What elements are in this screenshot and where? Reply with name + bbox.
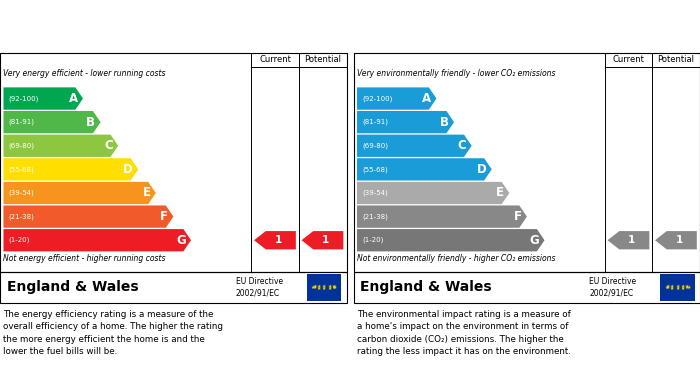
Text: Current: Current [259,56,291,65]
Polygon shape [254,231,296,249]
Text: ★: ★ [322,286,326,291]
Text: G: G [529,234,539,247]
Polygon shape [357,182,510,204]
Polygon shape [302,231,343,249]
Text: ★: ★ [685,284,690,289]
Text: (81-91): (81-91) [8,119,35,126]
Polygon shape [4,87,83,110]
Text: ★: ★ [333,285,337,290]
Text: D: D [123,163,133,176]
Text: G: G [176,234,186,247]
Bar [660,274,695,301]
Text: (92-100): (92-100) [362,95,393,102]
Text: (81-91): (81-91) [362,119,389,126]
Text: ★: ★ [670,286,674,291]
Polygon shape [4,135,118,157]
Text: (39-54): (39-54) [8,190,34,196]
Text: 1: 1 [274,235,282,245]
Text: ★: ★ [676,286,680,291]
Text: England & Wales: England & Wales [7,280,139,294]
Text: Potential: Potential [304,56,341,65]
Polygon shape [4,111,101,133]
Text: (92-100): (92-100) [8,95,39,102]
Polygon shape [4,182,156,204]
Text: A: A [422,92,431,105]
Text: F: F [514,210,522,223]
Polygon shape [357,135,472,157]
Text: (21-38): (21-38) [8,213,34,220]
Text: EU Directive
2002/91/EC: EU Directive 2002/91/EC [589,277,636,298]
Text: Current: Current [612,56,645,65]
Polygon shape [4,205,174,228]
Text: 1: 1 [676,235,683,245]
Text: ★: ★ [316,284,321,289]
Polygon shape [357,158,492,181]
Text: (21-38): (21-38) [362,213,388,220]
Text: (69-80): (69-80) [8,142,35,149]
Text: E: E [143,187,150,199]
Text: ★: ★ [328,284,332,289]
Text: ★: ★ [331,284,336,289]
Text: ★: ★ [328,286,332,291]
Text: C: C [458,139,466,152]
Text: E: E [496,187,504,199]
Polygon shape [4,229,191,251]
Text: B: B [86,116,95,129]
Text: C: C [104,139,113,152]
Text: ★: ★ [316,286,321,291]
Text: ★: ★ [311,285,315,290]
Text: ★: ★ [331,285,336,291]
Polygon shape [357,111,454,133]
Text: (1-20): (1-20) [362,237,384,244]
Text: (1-20): (1-20) [8,237,30,244]
Text: ★: ★ [685,285,690,291]
Text: Not environmentally friendly - higher CO₂ emissions: Not environmentally friendly - higher CO… [357,254,556,263]
Text: The environmental impact rating is a measure of
a home's impact on the environme: The environmental impact rating is a mea… [357,310,570,356]
Text: ★: ★ [687,285,691,290]
Text: Very environmentally friendly - lower CO₂ emissions: Very environmentally friendly - lower CO… [357,69,556,78]
Text: Not energy efficient - higher running costs: Not energy efficient - higher running co… [4,254,166,263]
Text: ★: ★ [676,284,680,289]
Text: ★: ★ [670,284,674,289]
Text: ★: ★ [322,284,326,289]
Polygon shape [655,231,696,249]
Text: A: A [69,92,78,105]
Text: ★: ★ [312,285,316,291]
Text: The energy efficiency rating is a measure of the
overall efficiency of a home. T: The energy efficiency rating is a measur… [4,310,223,356]
Polygon shape [357,229,545,251]
Text: 1: 1 [628,235,636,245]
Bar [307,274,342,301]
Text: D: D [477,163,486,176]
Text: (55-68): (55-68) [8,166,34,173]
Text: ★: ★ [666,285,670,291]
Text: EU Directive
2002/91/EC: EU Directive 2002/91/EC [236,277,283,298]
Text: Energy Efficiency Rating: Energy Efficiency Rating [7,21,169,34]
Polygon shape [608,231,650,249]
Text: ★: ★ [666,284,670,289]
Polygon shape [357,87,437,110]
Text: ★: ★ [312,284,316,289]
Text: 1: 1 [322,235,330,245]
Text: England & Wales: England & Wales [360,280,492,294]
Text: Environmental Impact (CO₂) Rating: Environmental Impact (CO₂) Rating [360,21,593,34]
Text: ★: ★ [681,286,685,291]
Text: (69-80): (69-80) [362,142,389,149]
Text: F: F [160,210,168,223]
Text: ★: ★ [664,285,668,290]
Text: ★: ★ [681,284,685,289]
Text: B: B [440,116,449,129]
Polygon shape [4,158,139,181]
Text: (39-54): (39-54) [362,190,388,196]
Polygon shape [357,205,527,228]
Text: Potential: Potential [657,56,694,65]
Text: Very energy efficient - lower running costs: Very energy efficient - lower running co… [4,69,166,78]
Text: (55-68): (55-68) [362,166,388,173]
